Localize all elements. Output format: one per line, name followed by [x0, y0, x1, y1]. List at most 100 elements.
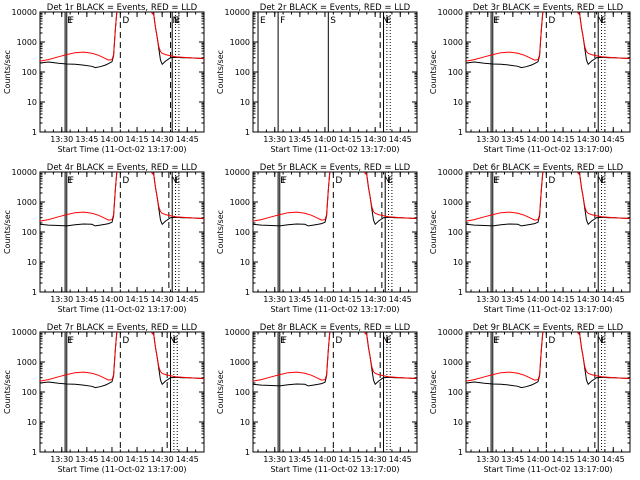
series-line-lld [40, 332, 204, 382]
series-line-lld [253, 172, 417, 222]
y-tick-label: 10 [453, 258, 463, 267]
event-marker-label: F [495, 176, 500, 186]
y-tick-label: 1000 [230, 38, 250, 47]
x-axis-label: Start Time (11-Oct-02 13:17:00) [57, 145, 186, 154]
chart-title: Det 2r BLACK = Events, RED = LLD [260, 3, 411, 13]
x-tick-label: 13:45 [501, 135, 524, 144]
event-marker-label: E [173, 336, 179, 346]
event-marker-label: E [174, 176, 180, 186]
y-axis-label: Counts/sec [3, 210, 12, 254]
y-tick-label: 100 [448, 228, 463, 237]
chart-panel: Det 2r BLACK = Events, RED = LLD 1 10 100 10… [216, 3, 418, 154]
y-axis-label: Counts/sec [429, 370, 438, 414]
series-line-events [253, 332, 417, 387]
y-tick-label: 10000 [225, 8, 250, 17]
y-tick-label: 1 [458, 288, 463, 297]
x-axis-label: Start Time (11-Oct-02 13:17:00) [57, 305, 186, 314]
x-tick-label: 14:45 [602, 455, 625, 464]
event-marker-label: E [493, 176, 499, 186]
event-marker-label: D [548, 336, 555, 346]
event-marker-label: F [69, 16, 74, 26]
x-tick-label: 14:15 [126, 135, 149, 144]
event-marker-label: E [493, 336, 499, 346]
y-tick-label: 100 [448, 68, 463, 77]
x-tick-label: 14:30 [151, 135, 174, 144]
event-marker-label: E [493, 16, 499, 26]
event-marker-label: E [174, 16, 180, 26]
y-axis-label: Counts/sec [3, 370, 12, 414]
y-tick-label: 1000 [17, 358, 37, 367]
event-marker-label: F [280, 16, 285, 26]
x-tick-label: 14:30 [577, 135, 600, 144]
y-tick-label: 100 [22, 68, 37, 77]
y-tick-label: 1 [32, 448, 37, 457]
x-tick-label: 13:30 [476, 135, 499, 144]
y-tick-label: 10000 [438, 8, 463, 17]
series-line-lld [466, 12, 630, 62]
event-marker-label: N [597, 16, 604, 26]
plot-frame [465, 11, 631, 133]
x-axis-label: Start Time (11-Oct-02 13:17:00) [270, 465, 399, 474]
chart-panel: Det 3r BLACK = Events, RED = LLD 1 10 100 10… [429, 3, 631, 154]
plot-frame [39, 11, 205, 133]
x-axis-label: Start Time (11-Oct-02 13:17:00) [270, 145, 399, 154]
series-line-lld [40, 12, 204, 62]
y-axis-label: Counts/sec [216, 210, 225, 254]
y-tick-label: 10 [453, 98, 463, 107]
x-tick-label: 13:30 [50, 135, 73, 144]
chart-panel: Det 1r BLACK = Events, RED = LLD 1 10 100 10… [3, 3, 205, 154]
y-axis-label: Counts/sec [429, 210, 438, 254]
event-marker-label: E [67, 16, 73, 26]
event-marker-label: F [69, 336, 74, 346]
chart-panel: Det 7r BLACK = Events, RED = LLD 1 10 100 10… [3, 323, 205, 474]
plot-frame [465, 331, 631, 453]
series-line-events [466, 172, 630, 227]
chart-title: Det 5r BLACK = Events, RED = LLD [260, 163, 411, 173]
series-line-lld [466, 332, 630, 382]
event-marker-label: E [386, 16, 392, 26]
event-marker-label: F [69, 176, 74, 186]
event-marker-label: D [548, 176, 555, 186]
plot-frame [252, 11, 418, 133]
x-tick-label: 14:30 [577, 295, 600, 304]
x-tick-label: 13:45 [288, 135, 311, 144]
event-marker-label: D [122, 176, 129, 186]
chart-panel: Det 4r BLACK = Events, RED = LLD 1 10 100 10… [3, 163, 205, 314]
x-tick-label: 14:30 [151, 295, 174, 304]
x-tick-label: 13:30 [50, 295, 73, 304]
y-tick-label: 10000 [225, 328, 250, 337]
x-tick-label: 14:00 [526, 295, 549, 304]
chart-title: Det 4r BLACK = Events, RED = LLD [47, 163, 198, 173]
x-tick-label: 14:00 [100, 455, 123, 464]
x-axis-label: Start Time (11-Oct-02 13:17:00) [57, 465, 186, 474]
x-tick-label: 14:45 [602, 295, 625, 304]
x-tick-label: 13:30 [50, 455, 73, 464]
x-axis-label: Start Time (11-Oct-02 13:17:00) [483, 145, 612, 154]
y-axis-label: Counts/sec [429, 50, 438, 94]
y-tick-label: 1000 [230, 198, 250, 207]
y-tick-label: 10000 [438, 328, 463, 337]
event-marker-label: E [280, 176, 286, 186]
event-marker-label: N [171, 176, 178, 186]
x-tick-label: 13:45 [75, 135, 98, 144]
chart-title: Det 3r BLACK = Events, RED = LLD [473, 3, 624, 13]
x-tick-label: 13:45 [288, 455, 311, 464]
event-marker-label: N [169, 336, 176, 346]
x-tick-label: 14:00 [313, 295, 336, 304]
plot-frame [252, 171, 418, 293]
x-tick-label: 14:15 [552, 135, 575, 144]
x-tick-label: 14:30 [364, 455, 387, 464]
y-tick-label: 10 [240, 258, 250, 267]
event-marker-label: N [384, 176, 391, 186]
y-tick-label: 1 [245, 288, 250, 297]
x-tick-label: 13:45 [288, 295, 311, 304]
event-marker-label: E [280, 336, 286, 346]
x-tick-label: 13:45 [501, 455, 524, 464]
x-tick-label: 14:45 [389, 455, 412, 464]
x-tick-label: 14:30 [364, 295, 387, 304]
event-marker-label: N [597, 176, 604, 186]
series-line-events [253, 172, 417, 227]
y-tick-label: 1000 [17, 38, 37, 47]
x-tick-label: 13:30 [263, 295, 286, 304]
series-line-lld [253, 332, 417, 382]
